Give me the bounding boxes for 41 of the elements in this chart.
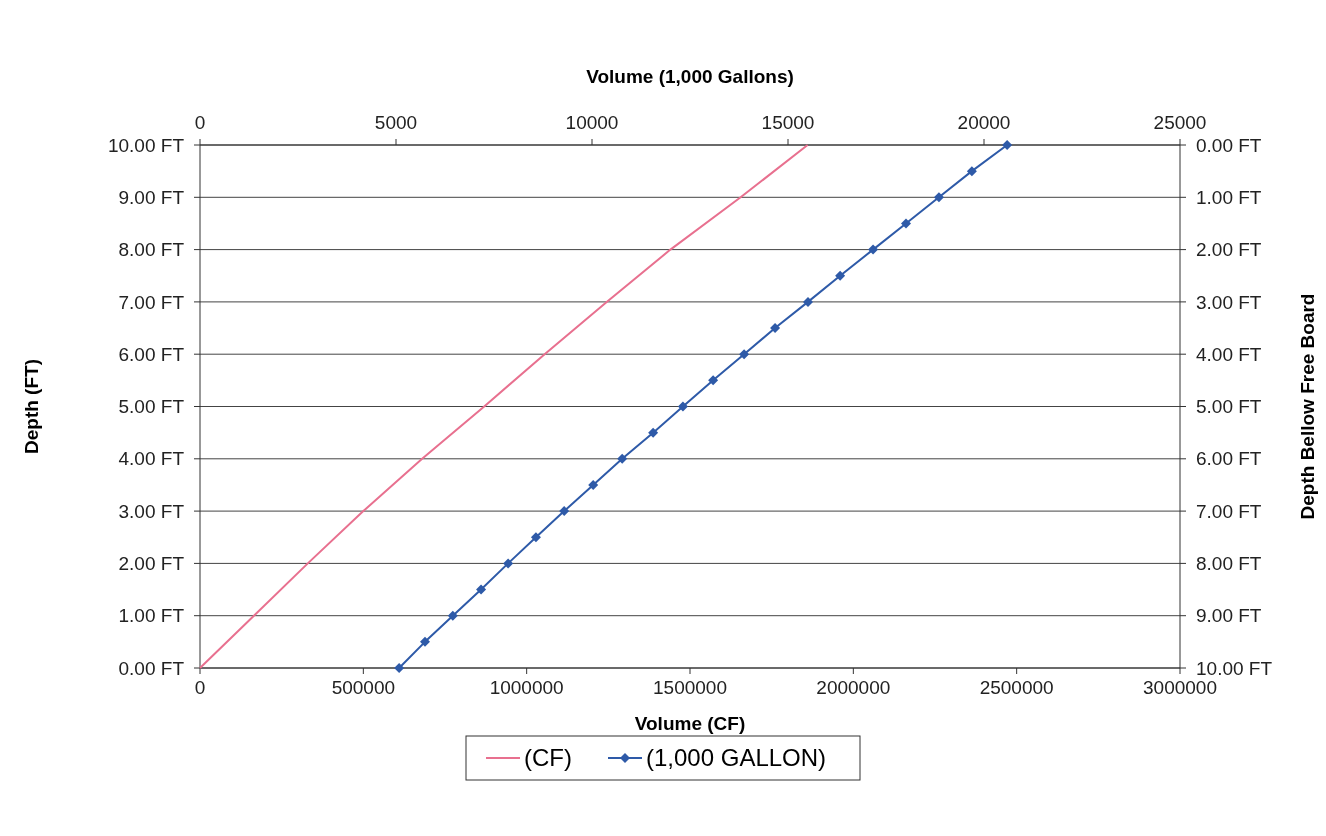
y-tick-label: 8.00 FT bbox=[118, 239, 185, 261]
x2-tick-label: 25000 bbox=[1153, 112, 1207, 133]
x-tick-label: 3000000 bbox=[1143, 677, 1217, 698]
y-tick-label: 0.00 FT bbox=[118, 657, 185, 679]
x-tick-label: 1500000 bbox=[653, 677, 727, 698]
y-tick-label: 4.00 FT bbox=[118, 448, 185, 470]
x-tick-label: 1000000 bbox=[489, 677, 564, 698]
y-tick-label: 6.00 FT bbox=[118, 343, 185, 365]
x2-tick-label: 15000 bbox=[761, 112, 815, 133]
y-tick-label: 10.00 FT bbox=[107, 134, 185, 156]
y-tick-label: 7.00 FT bbox=[118, 291, 185, 313]
x-tick-label: 2500000 bbox=[979, 677, 1054, 698]
y-tick-label: 9.00 FT bbox=[118, 186, 185, 208]
x2-tick-label: 20000 bbox=[957, 112, 1011, 133]
legend-label: (1,000 GALLON) bbox=[646, 744, 827, 772]
y2-tick-label: 10.00 FT bbox=[1196, 657, 1273, 679]
y2-tick-label: 6.00 FT bbox=[1196, 448, 1262, 470]
x2-tick-label: 0 bbox=[194, 112, 206, 133]
y2-axis-title: Depth Bellow Free Board bbox=[1297, 293, 1318, 520]
x-tick-label: 0 bbox=[194, 677, 206, 698]
legend-label: (CF) bbox=[524, 744, 572, 772]
y-tick-label: 3.00 FT bbox=[118, 500, 185, 522]
y2-tick-label: 5.00 FT bbox=[1196, 396, 1262, 418]
y2-tick-label: 9.00 FT bbox=[1196, 605, 1262, 627]
x-axis-title: Volume (CF) bbox=[634, 713, 746, 734]
x2-axis-title: Volume (1,000 Gallons) bbox=[586, 66, 794, 87]
y2-tick-label: 3.00 FT bbox=[1196, 291, 1262, 313]
y-tick-label: 5.00 FT bbox=[118, 396, 185, 418]
y-tick-label: 2.00 FT bbox=[118, 553, 185, 575]
x2-tick-label: 10000 bbox=[565, 112, 619, 133]
y2-tick-label: 8.00 FT bbox=[1196, 553, 1262, 575]
x-tick-label: 500000 bbox=[331, 677, 396, 698]
y2-tick-label: 7.00 FT bbox=[1196, 500, 1262, 522]
y-tick-label: 1.00 FT bbox=[118, 605, 185, 627]
x-tick-label: 2000000 bbox=[816, 677, 891, 698]
y2-tick-label: 1.00 FT bbox=[1196, 186, 1262, 208]
y-axis-title: Depth (FT) bbox=[21, 359, 42, 454]
y2-tick-label: 0.00 FT bbox=[1196, 134, 1262, 156]
y2-tick-label: 2.00 FT bbox=[1196, 239, 1262, 261]
x2-tick-label: 5000 bbox=[374, 112, 418, 133]
y2-tick-label: 4.00 FT bbox=[1196, 343, 1262, 365]
